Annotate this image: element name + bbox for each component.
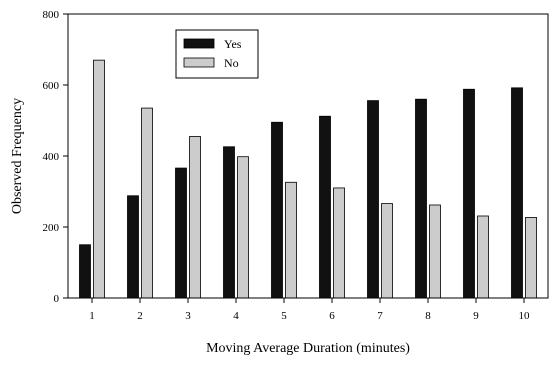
y-axis-label: Observed Frequency (10, 98, 25, 214)
bar-yes-9 (463, 88, 475, 299)
bar-no-10 (525, 217, 537, 299)
legend-swatch-yes (183, 38, 215, 49)
legend: Yes No (175, 29, 259, 79)
x-tick-label: 4 (233, 310, 239, 322)
x-tick-label: 5 (281, 310, 287, 322)
bar-yes-3 (175, 167, 187, 299)
bar-no-8 (429, 204, 441, 299)
bar-no-4 (237, 156, 249, 299)
x-tick-label: 3 (185, 310, 191, 322)
bar-no-1 (93, 59, 105, 299)
bar-yes-1 (79, 244, 91, 299)
x-tick-label: 2 (137, 310, 143, 322)
x-tick-label: 6 (329, 310, 335, 322)
y-axis: 0 200 400 600 800 (43, 9, 68, 305)
y-tick-label: 200 (43, 222, 60, 234)
legend-label-yes: Yes (224, 37, 242, 51)
bar-no-3 (189, 136, 201, 299)
x-tick-label: 1 (89, 310, 95, 322)
bars-layer (79, 59, 537, 299)
bar-no-2 (141, 107, 153, 299)
x-tick-label: 7 (377, 310, 383, 322)
x-axis-label: Moving Average Duration (minutes) (206, 341, 410, 356)
bar-no-5 (285, 181, 297, 299)
bar-no-9 (477, 215, 489, 299)
legend-swatch-no (183, 57, 215, 68)
plot-frame (67, 13, 549, 299)
y-tick-label: 800 (43, 9, 60, 21)
bar-yes-5 (271, 121, 283, 299)
bar-yes-2 (127, 195, 139, 299)
bar-yes-7 (367, 100, 379, 299)
bar-yes-4 (223, 146, 235, 299)
bar-no-7 (381, 203, 393, 299)
legend-box (175, 29, 259, 79)
y-tick-label: 400 (43, 151, 60, 163)
y-tick-label: 600 (43, 80, 60, 92)
x-tick-label: 8 (425, 310, 431, 322)
y-tick-label: 0 (54, 293, 60, 305)
x-tick-label: 10 (519, 310, 531, 322)
bar-yes-10 (511, 87, 523, 299)
bar-no-6 (333, 187, 345, 299)
x-tick-label: 9 (473, 310, 479, 322)
legend-label-no: No (224, 56, 239, 70)
bar-yes-6 (319, 115, 331, 299)
x-axis: 1 2 3 4 5 6 7 8 9 10 (89, 298, 530, 322)
bar-yes-8 (415, 98, 427, 299)
